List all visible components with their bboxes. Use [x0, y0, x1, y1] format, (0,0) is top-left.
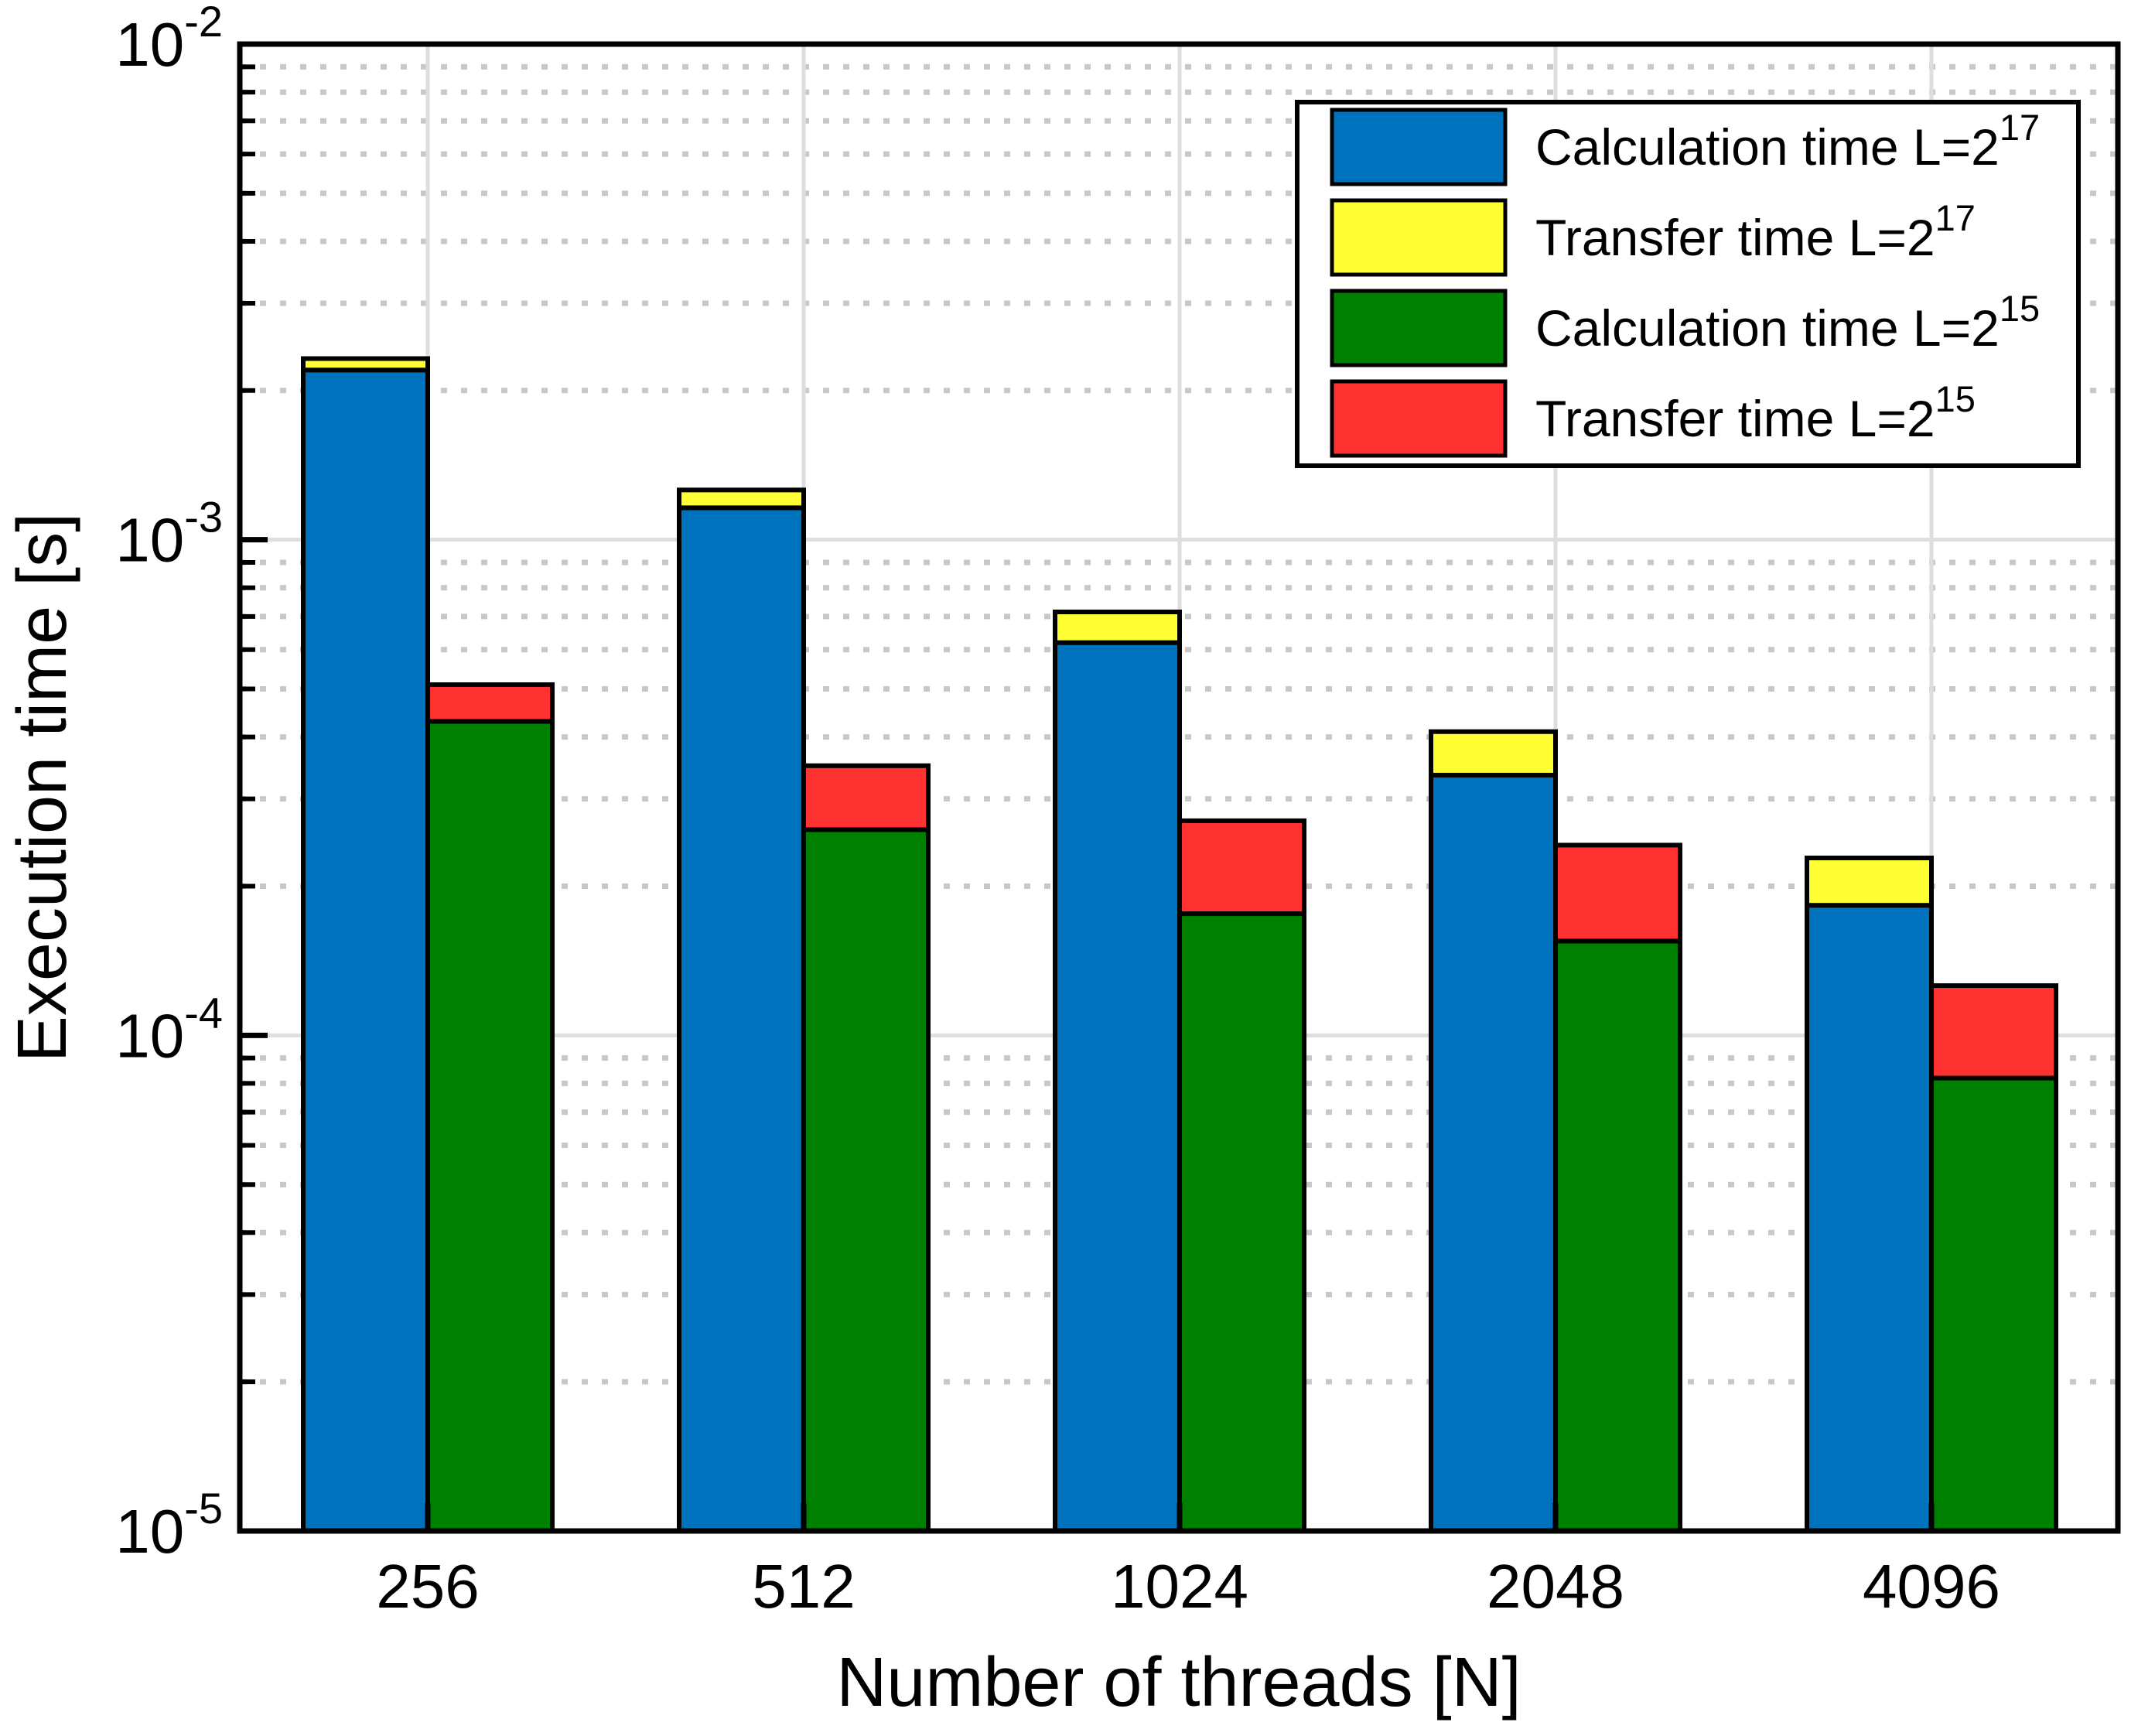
bar-segment-calc15-1024: [1177, 911, 1306, 1533]
legend-swatch-calc15: [1330, 289, 1508, 367]
legend-swatch-transfer17: [1330, 198, 1508, 277]
bar-segment-transfer17-256: [301, 356, 430, 373]
bar-segment-transfer17-4096: [1805, 856, 1934, 908]
bar-segment-transfer17-1024: [1053, 610, 1182, 645]
axis-ticks: [240, 41, 1935, 1534]
bar-segment-calc15-4096: [1929, 1075, 2058, 1533]
bar-segment-transfer15-512: [801, 763, 931, 832]
y-tick-label: 10-4: [115, 988, 223, 1070]
legend-entry-transfer15: Transfer time L=215: [1535, 378, 1976, 447]
bar-segment-transfer17-2048: [1429, 729, 1558, 777]
y-tick-label: 10-3: [115, 493, 223, 575]
bar-segment-transfer17-512: [677, 487, 806, 511]
x-axis-title: Number of threads [N]: [836, 1644, 1521, 1721]
bar-segment-transfer15-2048: [1553, 842, 1682, 944]
bar-segment-transfer15-1024: [1177, 818, 1306, 917]
x-tick-label-1024: 1024: [1111, 1552, 1248, 1621]
x-tick-label-4096: 4096: [1863, 1552, 2000, 1621]
y-axis-title: Execution time [s]: [4, 513, 81, 1062]
legend-entry-transfer17: Transfer time L=217: [1535, 197, 1976, 266]
bar-segment-transfer15-256: [425, 682, 555, 724]
legend-swatch-calc17: [1330, 108, 1508, 186]
bar-segment-transfer15-4096: [1929, 983, 2058, 1081]
bar-segment-calc15-256: [425, 719, 555, 1533]
bar-segment-calc15-2048: [1553, 938, 1682, 1533]
y-tick-label: 10-5: [115, 1484, 223, 1566]
bar-segment-calc17-4096: [1805, 903, 1934, 1533]
legend: Calculation time L=217 Transfer time L=21…: [1295, 100, 2081, 468]
bar-segment-calc15-512: [801, 827, 931, 1533]
y-tick-label: 10-2: [115, 0, 223, 79]
x-tick-labels: 256 512 1024 2048 4096: [376, 1552, 2000, 1621]
x-tick-label-2048: 2048: [1487, 1552, 1624, 1621]
y-tick-labels: 10-2 10-3 10-4 10-5: [115, 0, 223, 1566]
bar-segment-calc17-2048: [1429, 772, 1558, 1533]
bar-segment-calc17-512: [677, 505, 806, 1533]
bar-segment-calc17-256: [301, 367, 430, 1534]
bar-segment-calc17-1024: [1053, 640, 1182, 1533]
legend-swatch-transfer15: [1330, 379, 1508, 458]
x-tick-label-256: 256: [376, 1552, 479, 1621]
legend-entry-calc15: Calculation time L=215: [1535, 288, 2040, 357]
legend-entry-calc17: Calculation time L=217: [1535, 107, 2040, 176]
x-tick-label-512: 512: [752, 1552, 855, 1621]
